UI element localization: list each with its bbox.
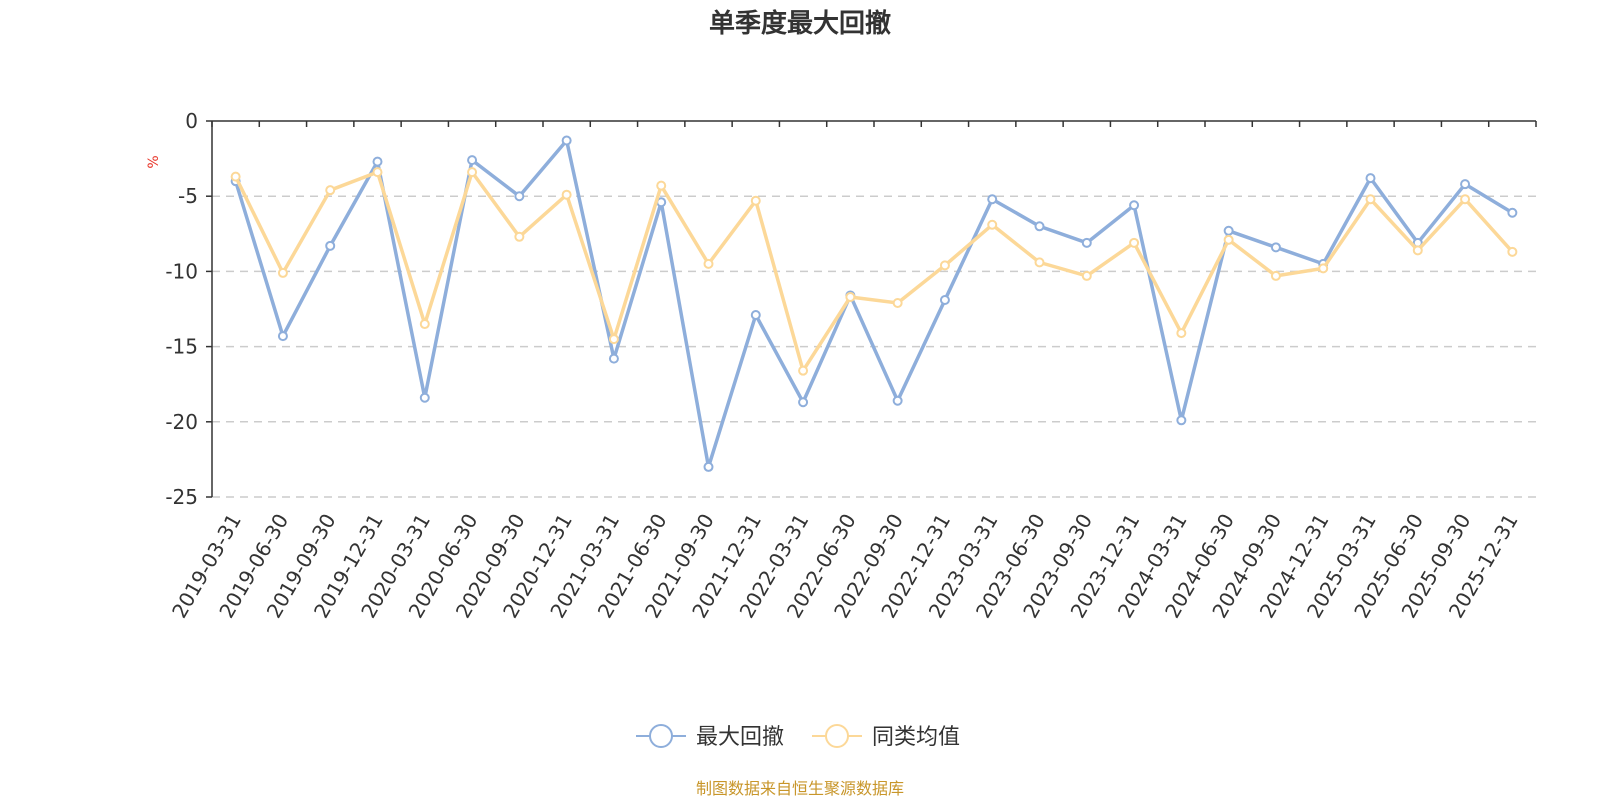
legend-marker-icon (649, 724, 673, 748)
data-point[interactable] (939, 260, 950, 271)
data-point[interactable] (467, 167, 478, 178)
data-point[interactable] (419, 392, 430, 403)
legend-item[interactable]: 最大回撤 (636, 724, 784, 750)
series-line (233, 138, 1514, 469)
data-point[interactable] (561, 189, 572, 200)
chart-title: 单季度最大回撤 (709, 8, 891, 39)
data-point[interactable] (845, 291, 856, 302)
legend-label: 同类均值 (872, 725, 960, 750)
series-1 (230, 135, 1518, 472)
data-point[interactable] (703, 461, 714, 472)
data-point[interactable] (1318, 263, 1329, 274)
data-point[interactable] (1412, 245, 1423, 256)
data-point[interactable] (372, 156, 383, 167)
data-point[interactable] (561, 135, 572, 146)
legend-marker-icon (825, 724, 849, 748)
series-2 (230, 167, 1518, 376)
data-point[interactable] (1034, 221, 1045, 232)
y-tick-label: -15 (165, 335, 198, 359)
data-point[interactable] (750, 195, 761, 206)
data-point[interactable] (277, 267, 288, 278)
data-point[interactable] (750, 310, 761, 321)
data-point[interactable] (1081, 270, 1092, 281)
legend-item[interactable]: 同类均值 (812, 724, 960, 750)
data-point[interactable] (608, 353, 619, 364)
data-point[interactable] (1129, 200, 1140, 211)
data-point[interactable] (1460, 179, 1471, 190)
data-point[interactable] (1460, 194, 1471, 205)
data-point[interactable] (798, 365, 809, 376)
data-point[interactable] (987, 219, 998, 230)
data-point[interactable] (325, 240, 336, 251)
data-point[interactable] (939, 294, 950, 305)
data-point[interactable] (1365, 173, 1376, 184)
x-tick-labels: 2019-03-312019-06-302019-09-302019-12-31… (167, 509, 1523, 622)
data-point[interactable] (1176, 328, 1187, 339)
data-point[interactable] (277, 331, 288, 342)
y-tick-label: -20 (165, 410, 198, 434)
data-point[interactable] (1365, 194, 1376, 205)
data-point[interactable] (1507, 246, 1518, 257)
y-tick-label: -10 (165, 259, 198, 283)
data-point[interactable] (1034, 257, 1045, 268)
y-axis-unit: % (146, 155, 162, 168)
data-point[interactable] (514, 231, 525, 242)
data-point[interactable] (230, 171, 241, 182)
data-point[interactable] (419, 319, 430, 330)
data-source-note: 制图数据来自恒生聚源数据库 (696, 779, 904, 798)
data-point[interactable] (1081, 237, 1092, 248)
data-point[interactable] (325, 185, 336, 196)
data-point[interactable] (1270, 270, 1281, 281)
data-point[interactable] (798, 397, 809, 408)
data-point[interactable] (892, 297, 903, 308)
data-point[interactable] (608, 334, 619, 345)
y-tick-label: 0 (185, 109, 198, 133)
data-point[interactable] (1223, 234, 1234, 245)
series-lines (230, 135, 1518, 472)
series-line (234, 170, 1514, 373)
axes (206, 120, 1537, 498)
data-point[interactable] (703, 258, 714, 269)
data-point[interactable] (987, 194, 998, 205)
legend-label: 最大回撤 (696, 725, 784, 750)
data-point[interactable] (1129, 237, 1140, 248)
data-point[interactable] (1270, 242, 1281, 253)
data-point[interactable] (892, 395, 903, 406)
y-tick-label: -25 (165, 485, 198, 509)
data-point[interactable] (656, 180, 667, 191)
data-point[interactable] (467, 155, 478, 166)
data-point[interactable] (1223, 225, 1234, 236)
data-point[interactable] (514, 191, 525, 202)
data-point[interactable] (1507, 207, 1518, 218)
data-point[interactable] (372, 167, 383, 178)
legend[interactable]: 最大回撤 同类均值 (636, 724, 960, 750)
y-tick-label: -5 (178, 184, 198, 208)
data-point[interactable] (1176, 415, 1187, 426)
y-tick-labels: 0 -5 -10 -15 -20 -25 (165, 109, 198, 509)
